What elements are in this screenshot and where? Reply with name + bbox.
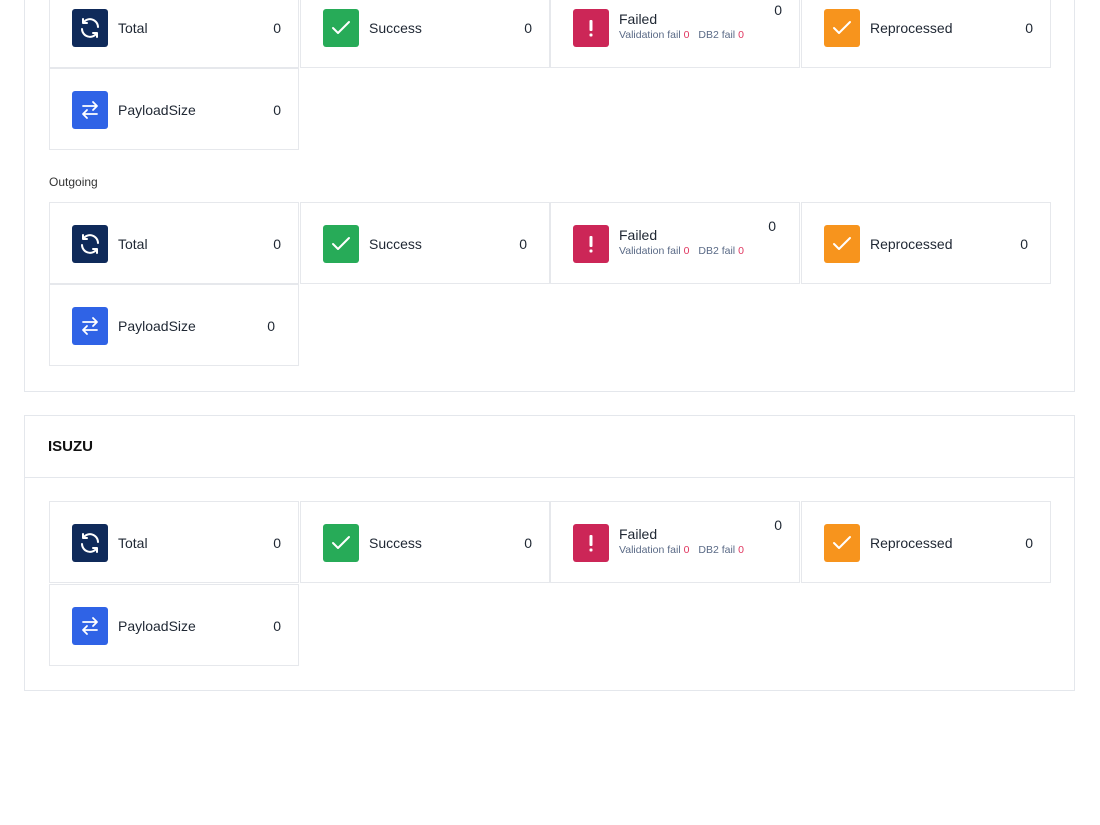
success-label: Success bbox=[369, 20, 422, 36]
check-icon bbox=[824, 225, 860, 263]
check-icon bbox=[323, 524, 359, 562]
validation-fail-value: 0 bbox=[683, 29, 690, 41]
db2-fail-value: 0 bbox=[738, 29, 744, 41]
exclamation-icon bbox=[573, 524, 609, 562]
exclamation-icon bbox=[573, 9, 609, 47]
validation-fail-value: 0 bbox=[683, 245, 690, 257]
payload-size-label: PayloadSize bbox=[118, 318, 196, 334]
total-label: Total bbox=[118, 20, 148, 36]
db2-fail-label: DB2 fail bbox=[698, 29, 736, 41]
failed-value: 0 bbox=[768, 218, 776, 234]
total-card: Total 0 bbox=[49, 0, 299, 68]
failed-label: Failed bbox=[619, 526, 658, 542]
validation-fail-value: 0 bbox=[683, 544, 690, 556]
failed-value: 0 bbox=[774, 517, 782, 533]
reprocessed-value: 0 bbox=[1025, 535, 1033, 551]
transfer-arrows-icon bbox=[72, 91, 108, 129]
check-icon bbox=[323, 9, 359, 47]
payload-size-card: PayloadSize 0 bbox=[49, 68, 299, 150]
total-label: Total bbox=[118, 535, 148, 551]
payload-size-label: PayloadSize bbox=[118, 618, 196, 634]
failed-breakdown: Validation fail 0 DB2 fail 0 bbox=[619, 245, 744, 257]
refresh-icon bbox=[72, 524, 108, 562]
refresh-icon bbox=[72, 9, 108, 47]
failed-card: Failed 0 Validation fail 0 DB2 fail 0 bbox=[550, 202, 800, 284]
failed-value: 0 bbox=[774, 2, 782, 18]
total-label: Total bbox=[118, 236, 148, 252]
payload-size-value: 0 bbox=[267, 318, 275, 334]
check-icon bbox=[323, 225, 359, 263]
reprocessed-label: Reprocessed bbox=[870, 20, 953, 36]
success-card: Success 0 bbox=[300, 202, 550, 284]
validation-fail-label: Validation fail bbox=[619, 544, 681, 556]
total-value: 0 bbox=[273, 20, 281, 36]
total-value: 0 bbox=[273, 535, 281, 551]
exclamation-icon bbox=[573, 225, 609, 263]
check-icon bbox=[824, 524, 860, 562]
payload-size-card: PayloadSize 0 bbox=[49, 284, 299, 366]
success-value: 0 bbox=[524, 535, 532, 551]
reprocessed-card: Reprocessed 0 bbox=[801, 501, 1051, 583]
reprocessed-card: Reprocessed 0 bbox=[801, 202, 1051, 284]
db2-fail-value: 0 bbox=[738, 245, 744, 257]
failed-label: Failed bbox=[619, 227, 658, 243]
reprocessed-label: Reprocessed bbox=[870, 236, 953, 252]
success-label: Success bbox=[369, 535, 422, 551]
db2-fail-label: DB2 fail bbox=[698, 245, 736, 257]
success-card: Success 0 bbox=[300, 501, 550, 583]
reprocessed-card: Reprocessed 0 bbox=[801, 0, 1051, 68]
success-card: Success 0 bbox=[300, 0, 550, 68]
reprocessed-value: 0 bbox=[1025, 20, 1033, 36]
total-card: Total 0 bbox=[49, 202, 299, 284]
refresh-icon bbox=[72, 225, 108, 263]
payload-size-value: 0 bbox=[273, 618, 281, 634]
transfer-arrows-icon bbox=[72, 607, 108, 645]
db2-fail-value: 0 bbox=[738, 544, 744, 556]
outgoing-section-label: Outgoing bbox=[49, 175, 98, 189]
success-value: 0 bbox=[524, 20, 532, 36]
transfer-arrows-icon bbox=[72, 307, 108, 345]
success-value: 0 bbox=[519, 236, 527, 252]
check-icon bbox=[824, 9, 860, 47]
reprocessed-value: 0 bbox=[1020, 236, 1028, 252]
failed-card: Failed 0 Validation fail 0 DB2 fail 0 bbox=[550, 501, 800, 583]
failed-breakdown: Validation fail 0 DB2 fail 0 bbox=[619, 544, 744, 556]
payload-size-label: PayloadSize bbox=[118, 102, 196, 118]
reprocessed-label: Reprocessed bbox=[870, 535, 953, 551]
validation-fail-label: Validation fail bbox=[619, 29, 681, 41]
success-label: Success bbox=[369, 236, 422, 252]
total-value: 0 bbox=[273, 236, 281, 252]
failed-card: Failed 0 Validation fail 0 DB2 fail 0 bbox=[550, 0, 800, 68]
db2-fail-label: DB2 fail bbox=[698, 544, 736, 556]
total-card: Total 0 bbox=[49, 501, 299, 583]
payload-size-value: 0 bbox=[273, 102, 281, 118]
failed-label: Failed bbox=[619, 11, 658, 27]
panel-title: ISUZU bbox=[25, 416, 1074, 478]
validation-fail-label: Validation fail bbox=[619, 245, 681, 257]
failed-breakdown: Validation fail 0 DB2 fail 0 bbox=[619, 29, 744, 41]
payload-size-card: PayloadSize 0 bbox=[49, 584, 299, 666]
